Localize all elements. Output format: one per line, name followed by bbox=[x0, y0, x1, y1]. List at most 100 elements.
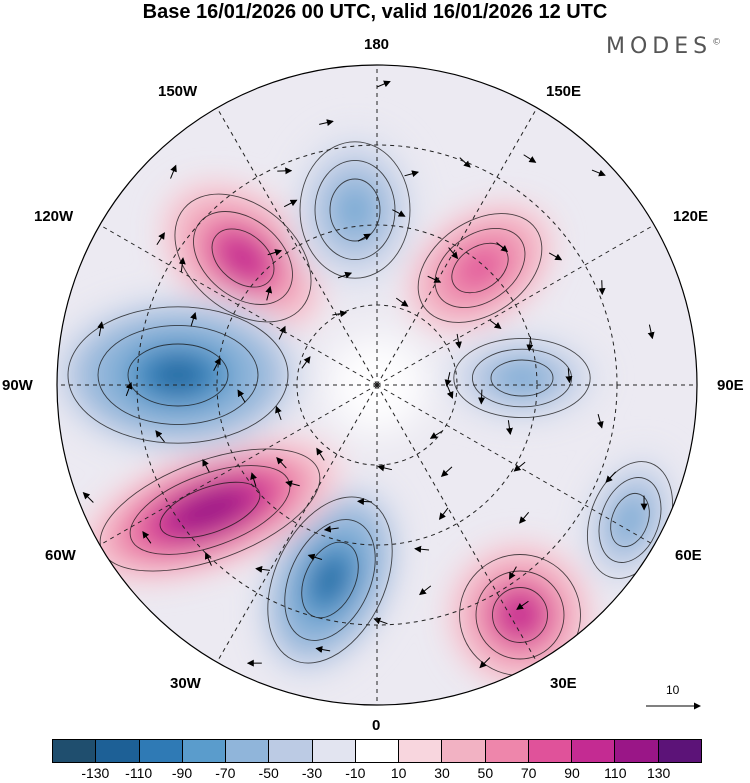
colorbar-bin-3 bbox=[181, 740, 226, 762]
colorbar-tick-label: 70 bbox=[520, 765, 537, 781]
colorbar-tick-label: -130 bbox=[81, 765, 110, 781]
wind-arrow bbox=[373, 617, 388, 625]
colorbar-tick-label: -110 bbox=[125, 765, 153, 781]
lon-label-180: 180 bbox=[364, 36, 390, 53]
wind-arrow bbox=[591, 169, 606, 177]
streamline bbox=[434, 227, 526, 309]
wind-arrow bbox=[323, 525, 339, 533]
colorbar-tick-label: -30 bbox=[301, 765, 323, 781]
wind-arrow bbox=[301, 356, 311, 369]
streamline bbox=[174, 193, 312, 323]
wind-arrow bbox=[265, 285, 273, 301]
wind-arrow bbox=[267, 249, 283, 256]
graticule bbox=[57, 65, 697, 705]
wind-arrow bbox=[142, 531, 152, 544]
streamline bbox=[299, 141, 411, 279]
streamline bbox=[598, 477, 662, 563]
wind-arrow bbox=[307, 553, 323, 561]
colorbar-tick-label: 110 bbox=[604, 765, 627, 781]
map-title: Base 16/01/2026 00 UTC, valid 16/01/2026… bbox=[142, 1, 608, 23]
wind-arrow bbox=[82, 491, 94, 503]
colorbar-bin-0 bbox=[53, 740, 96, 762]
wind-arrow bbox=[478, 389, 486, 405]
streamline bbox=[610, 492, 650, 548]
colorbar-tick-label: -10 bbox=[345, 765, 366, 781]
streamline bbox=[417, 213, 543, 323]
colorbar-tick-label: 90 bbox=[564, 765, 580, 781]
meridian-line bbox=[99, 224, 378, 386]
wind-arrow bbox=[479, 657, 491, 669]
wind-arrow bbox=[319, 119, 334, 127]
streamlines bbox=[67, 80, 674, 676]
wind-arrow bbox=[427, 275, 442, 283]
meridian-line bbox=[376, 224, 655, 386]
trough-siberia bbox=[438, 329, 606, 427]
wind-arrow bbox=[332, 310, 348, 318]
wind-arrow bbox=[519, 511, 530, 524]
colorbar-tick-label: 30 bbox=[434, 765, 450, 781]
wind-arrow bbox=[506, 420, 513, 436]
wind-arrow bbox=[526, 336, 534, 352]
ridge-europe bbox=[445, 540, 595, 690]
wind-arrow bbox=[438, 507, 449, 520]
wind-arrow bbox=[440, 466, 453, 477]
wind-arrow bbox=[376, 80, 391, 88]
colorbar bbox=[52, 739, 702, 763]
streamline bbox=[475, 570, 565, 660]
wind-arrow bbox=[356, 498, 372, 506]
wind-arrow bbox=[315, 646, 331, 653]
brand-name: MODES bbox=[606, 34, 713, 59]
streamline bbox=[67, 306, 289, 444]
wind-arrow bbox=[598, 280, 606, 296]
lon-label-150w: 150W bbox=[158, 83, 198, 100]
colorbar-tick-label: 130 bbox=[646, 765, 671, 781]
colorbar-tick-label: -90 bbox=[171, 765, 193, 781]
colorbar-bin-12 bbox=[571, 740, 615, 762]
wind-arrow bbox=[429, 430, 443, 439]
wind-arrow bbox=[404, 170, 420, 178]
wind-arrow bbox=[204, 551, 212, 566]
lon-label-120w: 120W bbox=[34, 208, 74, 225]
streamline bbox=[211, 228, 275, 288]
streamline bbox=[127, 343, 229, 407]
ridge-north-pacific bbox=[159, 179, 327, 337]
streamline bbox=[453, 337, 591, 419]
wind-arrow bbox=[190, 312, 197, 327]
colorbar-bin-6 bbox=[311, 740, 355, 762]
colorbar-bin-9 bbox=[441, 740, 485, 762]
wind-arrow bbox=[414, 545, 430, 553]
lon-label-90w: 90W bbox=[2, 377, 33, 394]
colorbar-bin-11 bbox=[527, 740, 572, 762]
meridian-line bbox=[376, 107, 538, 386]
streamline bbox=[329, 178, 381, 242]
wind-arrow bbox=[277, 167, 293, 175]
meridian-line bbox=[376, 384, 538, 663]
lon-label-90e: 90E bbox=[717, 377, 744, 394]
meridian-line bbox=[216, 384, 378, 663]
wind-arrow bbox=[496, 242, 509, 253]
colorbar-bin-8 bbox=[398, 740, 442, 762]
meridian-line bbox=[99, 384, 378, 546]
ridge-western-atlantic bbox=[75, 435, 345, 585]
trough-north-america bbox=[57, 291, 313, 459]
wind-arrow bbox=[178, 257, 186, 273]
colorbar-tick-label: -50 bbox=[258, 765, 279, 781]
reference-vector-label: 10 bbox=[666, 683, 680, 697]
colorbar-tick-label: 10 bbox=[390, 765, 407, 781]
wind-arrow bbox=[285, 480, 300, 488]
streamline bbox=[159, 481, 261, 539]
colorbar-bin-7 bbox=[354, 740, 399, 762]
streamline bbox=[492, 587, 548, 643]
wind-arrow bbox=[377, 464, 393, 472]
wind-arrow bbox=[337, 271, 353, 279]
colorbar-bin-4 bbox=[225, 740, 269, 762]
streamline bbox=[314, 159, 396, 261]
lon-label-30w: 30W bbox=[170, 675, 201, 692]
wind-arrow bbox=[170, 164, 177, 179]
wind-arrow bbox=[278, 325, 286, 340]
map-boundary bbox=[56, 64, 698, 706]
wind-arrow bbox=[516, 600, 529, 610]
meridian-line bbox=[216, 107, 378, 386]
wind-arrow bbox=[357, 233, 372, 242]
wind-arrow bbox=[509, 566, 517, 580]
